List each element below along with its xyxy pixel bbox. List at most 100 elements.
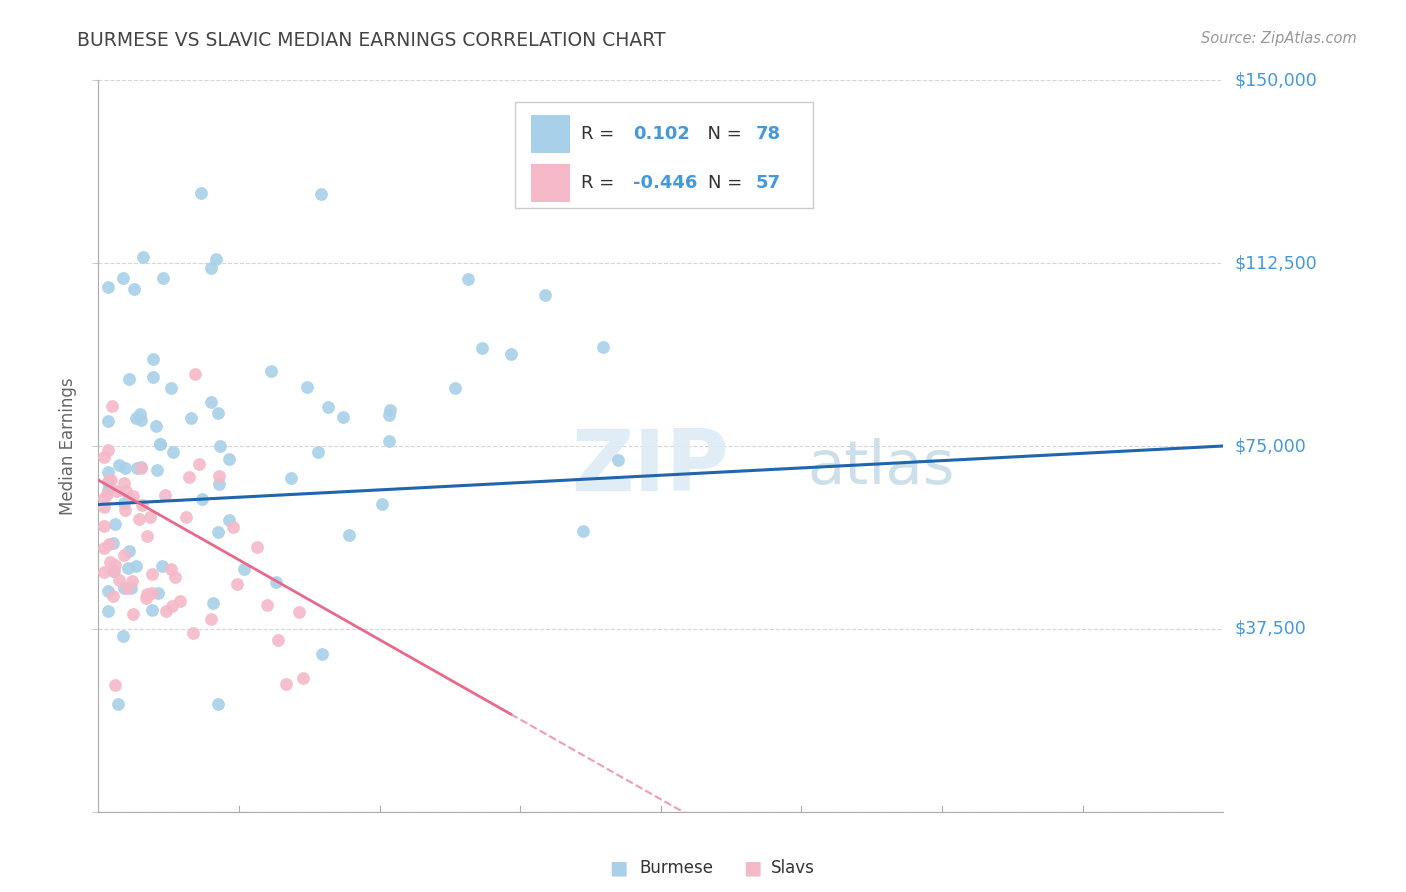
Point bbox=[129, 460, 152, 475]
Point bbox=[118, 372, 141, 386]
Point bbox=[225, 577, 247, 591]
Text: -0.446: -0.446 bbox=[633, 174, 697, 192]
Point bbox=[190, 186, 212, 201]
Point bbox=[378, 403, 401, 417]
Point bbox=[169, 594, 191, 608]
Point bbox=[218, 513, 240, 527]
Point bbox=[93, 450, 115, 464]
Point bbox=[97, 465, 120, 479]
Point bbox=[103, 564, 125, 578]
Point bbox=[188, 457, 211, 471]
Point bbox=[142, 352, 165, 367]
Point bbox=[311, 647, 333, 661]
Point bbox=[152, 271, 174, 285]
Point bbox=[141, 567, 163, 582]
Point bbox=[177, 470, 200, 484]
Point bbox=[112, 581, 135, 595]
Point bbox=[260, 363, 283, 377]
Point bbox=[121, 607, 143, 622]
Point bbox=[101, 535, 124, 549]
Point bbox=[377, 408, 399, 422]
Point bbox=[218, 451, 240, 466]
Text: R =: R = bbox=[581, 174, 620, 192]
Point bbox=[142, 370, 165, 384]
Point bbox=[100, 555, 122, 569]
Point bbox=[200, 395, 222, 409]
Point bbox=[141, 603, 163, 617]
Point bbox=[592, 340, 614, 354]
Point bbox=[233, 562, 256, 576]
Point bbox=[125, 461, 148, 475]
Text: N =: N = bbox=[709, 174, 748, 192]
Point bbox=[93, 491, 115, 505]
Point bbox=[280, 471, 302, 485]
Point bbox=[246, 541, 269, 555]
Text: N =: N = bbox=[696, 125, 747, 143]
Point bbox=[190, 491, 212, 506]
Text: Source: ZipAtlas.com: Source: ZipAtlas.com bbox=[1201, 31, 1357, 46]
Point bbox=[112, 496, 135, 510]
Point bbox=[139, 510, 162, 524]
Point bbox=[112, 476, 135, 491]
Point bbox=[174, 510, 197, 524]
Point bbox=[112, 270, 135, 285]
Point bbox=[180, 411, 202, 425]
Point bbox=[97, 604, 120, 618]
Point bbox=[207, 524, 229, 539]
FancyBboxPatch shape bbox=[515, 103, 813, 209]
Point bbox=[115, 484, 138, 499]
Text: $75,000: $75,000 bbox=[1234, 437, 1306, 455]
Point bbox=[205, 252, 228, 266]
Point bbox=[181, 626, 204, 640]
Point bbox=[104, 558, 127, 572]
Y-axis label: Median Earnings: Median Earnings bbox=[59, 377, 77, 515]
Point bbox=[208, 477, 231, 491]
Point bbox=[100, 473, 122, 487]
Point bbox=[121, 489, 143, 503]
Point bbox=[131, 498, 153, 512]
Text: $37,500: $37,500 bbox=[1234, 620, 1306, 638]
Point bbox=[200, 612, 222, 626]
Point bbox=[309, 187, 332, 202]
FancyBboxPatch shape bbox=[531, 115, 569, 153]
Point bbox=[135, 591, 157, 605]
Point bbox=[159, 562, 181, 576]
Text: R =: R = bbox=[581, 125, 620, 143]
Point bbox=[120, 581, 142, 595]
Point bbox=[107, 698, 129, 712]
Point bbox=[339, 528, 361, 542]
Point bbox=[184, 367, 207, 381]
Point bbox=[114, 461, 136, 475]
Point bbox=[256, 598, 278, 612]
Point bbox=[141, 586, 163, 600]
Point bbox=[163, 570, 186, 584]
Text: ZIP: ZIP bbox=[571, 426, 728, 509]
Point bbox=[115, 581, 138, 595]
Point bbox=[207, 406, 229, 420]
Point bbox=[128, 511, 150, 525]
Point bbox=[316, 400, 339, 414]
Point bbox=[105, 483, 128, 498]
Point bbox=[332, 409, 354, 424]
Point bbox=[136, 529, 159, 543]
Point bbox=[104, 516, 127, 531]
Point bbox=[443, 381, 465, 395]
Point bbox=[208, 438, 231, 452]
FancyBboxPatch shape bbox=[531, 163, 569, 202]
Point bbox=[471, 341, 494, 355]
Point bbox=[112, 629, 135, 643]
Point bbox=[97, 583, 120, 598]
Point bbox=[93, 500, 115, 514]
Text: ■: ■ bbox=[742, 858, 762, 878]
Text: Burmese: Burmese bbox=[640, 859, 714, 877]
Point bbox=[200, 261, 222, 276]
Text: 57: 57 bbox=[755, 174, 780, 192]
Point bbox=[292, 671, 315, 685]
Point bbox=[266, 574, 288, 589]
Point bbox=[97, 483, 120, 497]
Text: 0.102: 0.102 bbox=[633, 125, 689, 143]
Point bbox=[103, 564, 125, 578]
Text: ■: ■ bbox=[609, 858, 628, 878]
Point bbox=[295, 380, 318, 394]
Point bbox=[122, 282, 145, 296]
